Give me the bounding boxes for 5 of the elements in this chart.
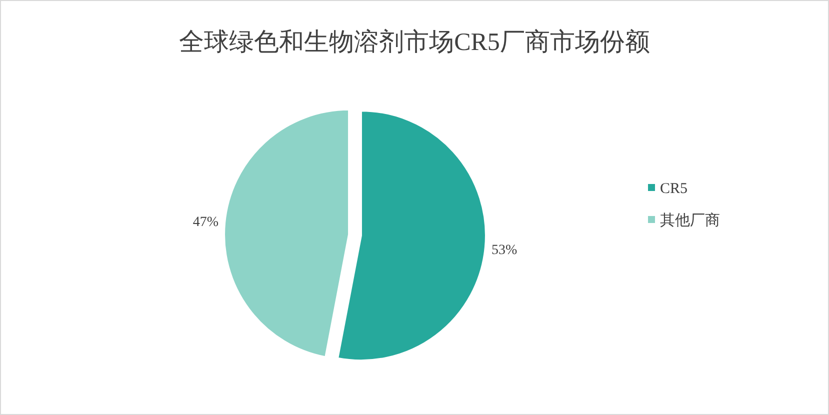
legend-label: 其他厂商 [660, 212, 720, 229]
legend-label: CR5 [660, 181, 688, 197]
data-label: 47% [192, 214, 219, 230]
chart-title: 全球绿色和生物溶剂市场CR5厂商市场份额 [179, 28, 650, 56]
data-label: 53% [492, 243, 518, 258]
